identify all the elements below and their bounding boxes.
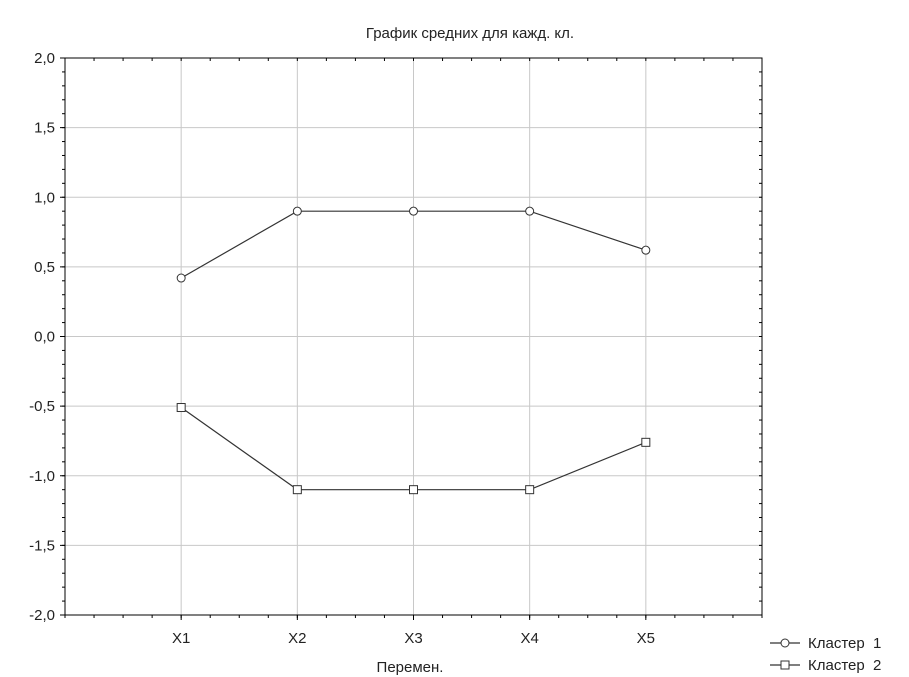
y-tick-label: -1,0 xyxy=(29,468,55,485)
minor-ticks xyxy=(62,57,763,618)
legend-marker-2 xyxy=(780,660,790,670)
y-tick-label: 0,0 xyxy=(34,329,55,346)
chart-title: График средних для кажд. кл. xyxy=(366,25,574,42)
x-tick-label: X4 xyxy=(520,630,538,647)
data-point-series-1 xyxy=(641,245,651,255)
y-tick-label: 1,0 xyxy=(34,189,55,206)
data-point-series-1 xyxy=(409,206,418,216)
y-tick-label: -2,0 xyxy=(29,607,55,624)
data-point-series-2 xyxy=(641,437,651,447)
x-axis-ticks: X1 X2 X3 X4 X5 xyxy=(172,615,655,647)
legend-marker-1 xyxy=(780,638,790,648)
y-tick-label: 2,0 xyxy=(34,50,55,67)
y-tick-label: -0,5 xyxy=(29,398,55,415)
legend-label-1: Кластер 1 xyxy=(808,635,881,652)
y-tick-label: -1,5 xyxy=(29,537,55,554)
x-tick-label: X2 xyxy=(288,630,306,647)
legend: Кластер 1 Кластер 2 xyxy=(770,635,881,674)
data-point-series-1 xyxy=(176,273,186,283)
x-axis-label: Перемен. xyxy=(377,659,444,676)
series-group xyxy=(176,206,651,495)
y-axis-ticks: 2,0 1,5 1,0 0,5 0,0 -0,5 -1,0 -1,5 -2,0 xyxy=(29,50,65,624)
y-tick-label: 0,5 xyxy=(34,259,55,276)
data-point-series-2 xyxy=(525,485,535,495)
data-point-series-1 xyxy=(525,206,535,216)
x-tick-label: X5 xyxy=(637,630,655,647)
data-point-series-2 xyxy=(292,485,302,495)
y-tick-label: 1,5 xyxy=(34,120,55,137)
grid-lines xyxy=(65,58,762,615)
legend-label-2: Кластер 2 xyxy=(808,657,881,674)
data-point-series-2 xyxy=(409,485,418,495)
x-tick-label: X1 xyxy=(172,630,190,647)
x-tick-label: X3 xyxy=(404,630,422,647)
data-point-series-2 xyxy=(176,403,186,413)
data-point-series-1 xyxy=(292,206,302,216)
